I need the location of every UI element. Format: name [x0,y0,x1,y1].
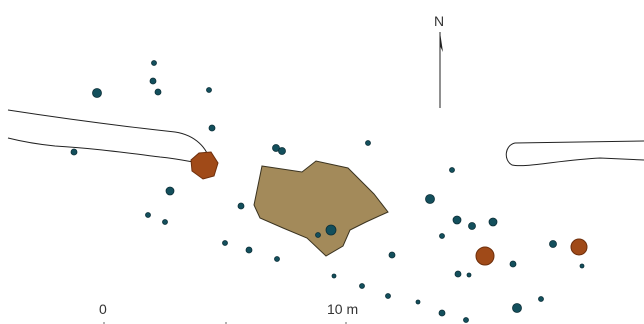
large-pits [190,151,588,266]
posthole [325,224,337,236]
posthole [70,148,78,156]
central-feature [253,160,389,257]
posthole [151,60,157,66]
posthole [149,77,157,85]
posthole [162,219,168,225]
posthole [331,273,337,279]
posthole [512,303,522,313]
posthole [165,186,175,196]
posthole [206,87,212,93]
posthole [145,212,151,218]
posthole [274,256,280,262]
posthole [278,147,286,155]
posthole [415,299,421,305]
scale-start-label: 0 [99,301,107,317]
posthole [509,260,517,268]
large-pit [475,246,495,266]
posthole [315,232,321,238]
left-trench [7,109,211,165]
posthole [449,167,455,173]
posthole [452,215,462,225]
posthole [365,140,371,146]
posthole [438,309,446,317]
posthole [454,270,462,278]
posthole [463,317,469,323]
right-trench [505,140,644,167]
scale-bar: 0 10 m [99,301,358,324]
north-label: N [434,13,444,29]
posthole [154,88,162,96]
posthole [579,263,585,269]
postholes [70,60,585,323]
scale-end-label: 10 m [327,301,358,317]
posthole [388,251,396,259]
posthole [92,88,102,98]
large-pit [190,151,219,180]
posthole [237,202,245,210]
posthole [549,240,557,248]
posthole [272,144,280,152]
posthole [468,222,476,230]
posthole [425,194,435,204]
north-arrow: N [434,13,444,108]
posthole [466,272,472,278]
large-pit [570,238,588,256]
posthole [208,124,216,132]
posthole [439,233,445,239]
posthole [222,240,228,246]
posthole [359,283,365,289]
posthole [538,296,544,302]
posthole [385,293,391,299]
posthole [245,246,253,254]
posthole [488,217,498,227]
